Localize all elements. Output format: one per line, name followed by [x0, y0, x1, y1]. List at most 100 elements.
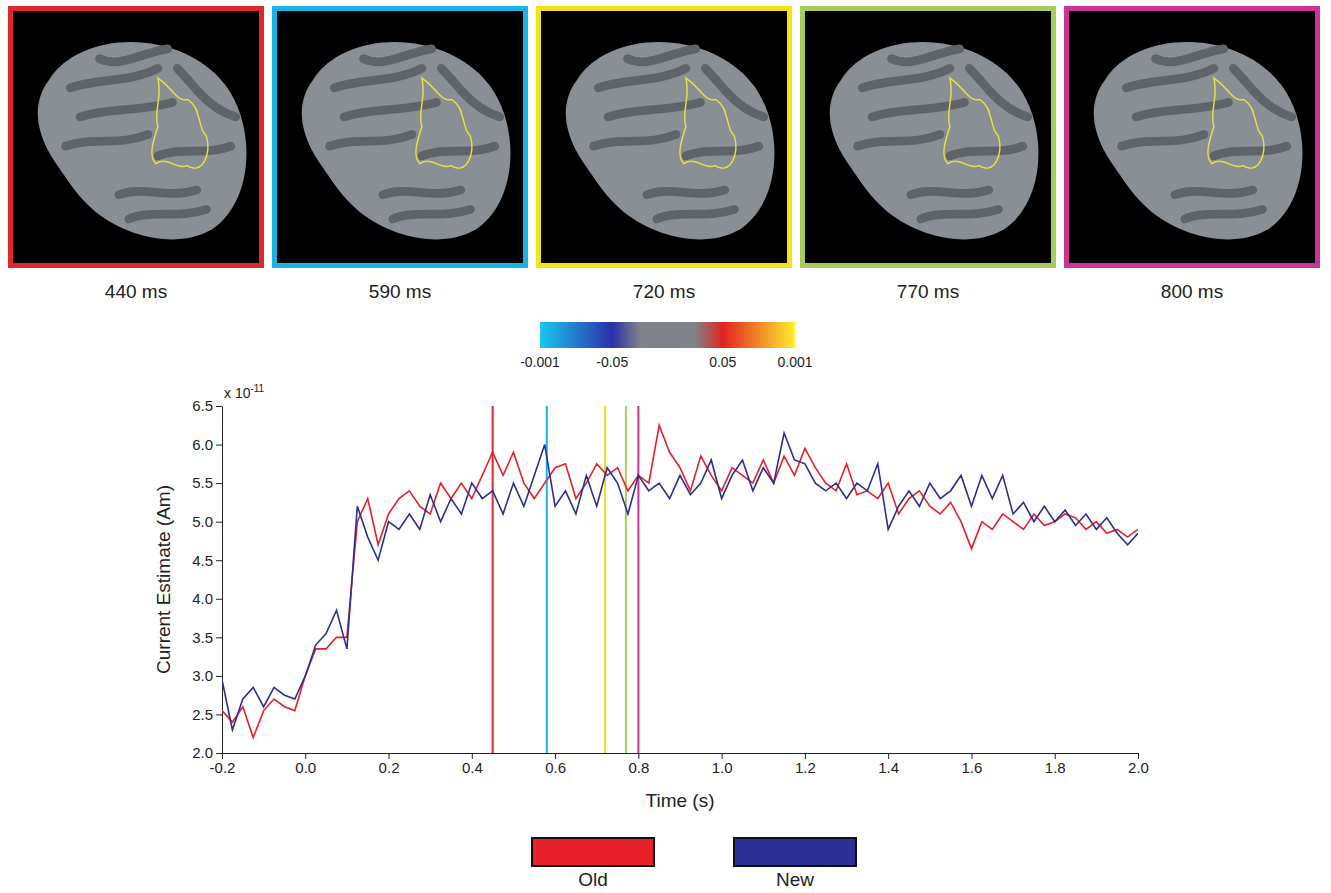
- legend-swatch: [734, 838, 856, 866]
- brain: [38, 42, 247, 239]
- sulcus: [921, 209, 999, 219]
- series-line: [222, 425, 1138, 737]
- brain-surface: [830, 42, 1039, 239]
- tick: 5.5: [192, 474, 222, 491]
- tick-label: 0.6: [545, 759, 566, 776]
- tick: 0.2: [379, 753, 400, 776]
- tick-label: 2.5: [192, 706, 213, 723]
- tick: 4.5: [192, 552, 222, 569]
- tick: 0.8: [628, 753, 649, 776]
- sulcus: [422, 146, 495, 156]
- tick: 1.2: [795, 753, 816, 776]
- colorbar-tick-label: 0.05: [709, 354, 736, 370]
- brain: [302, 42, 511, 239]
- region-outline: [152, 78, 208, 168]
- x-axis: -0.2 0.0 0.2 0.4 0.6 0.8 1.0 1.2 1.4 1.6 1.8 2.0: [210, 753, 1149, 776]
- tick-mark: [216, 445, 222, 446]
- tick: 1.4: [878, 753, 899, 776]
- panel-frame: [1067, 9, 1318, 266]
- tick-label: 2.0: [1128, 759, 1149, 776]
- brain-surface: [302, 42, 511, 239]
- colorbar-tick-label: -0.05: [596, 354, 628, 370]
- sulcus: [177, 68, 235, 117]
- brain-surface: [1094, 42, 1303, 239]
- plot-area: [222, 406, 1138, 753]
- tick-label: 5.5: [192, 474, 213, 491]
- tick-mark: [216, 406, 222, 407]
- tick-label: 5.0: [192, 513, 213, 530]
- brain-panel: [275, 9, 526, 266]
- tick-label: 0.2: [379, 759, 400, 776]
- brain: [566, 42, 775, 239]
- sulcus: [393, 209, 471, 219]
- time-marker: [604, 406, 606, 753]
- panel-label: 720 ms: [633, 281, 695, 302]
- tick-label: 3.0: [192, 667, 213, 684]
- sulcus: [80, 102, 172, 117]
- legend-label: New: [776, 869, 814, 890]
- tick-label: -0.2: [210, 759, 236, 776]
- colorbar-tick-label: 0.001: [777, 354, 812, 370]
- sulcus: [1214, 146, 1287, 156]
- sulcus: [862, 68, 950, 87]
- tick-mark: [216, 637, 222, 638]
- region-outline: [944, 78, 1000, 168]
- tick-mark: [216, 676, 222, 677]
- sulcus: [383, 190, 461, 195]
- sulcus: [1185, 209, 1263, 219]
- tick-label: 1.4: [878, 759, 899, 776]
- axis-line: [223, 753, 1139, 754]
- tick-label: 2.0: [192, 744, 213, 761]
- sulcus: [344, 102, 436, 117]
- sulcus: [119, 190, 197, 195]
- legend-label: Old: [578, 869, 608, 890]
- time-marker: [625, 406, 627, 753]
- region-outline: [1208, 78, 1264, 168]
- sulcus: [1126, 68, 1214, 87]
- colorbar: [540, 322, 795, 348]
- panel-label: 800 ms: [1161, 281, 1223, 302]
- sulcus: [65, 134, 148, 146]
- brain-surface: [566, 42, 775, 239]
- brain-panel: [803, 9, 1054, 266]
- tick: 0.0: [295, 753, 316, 776]
- tick-label: 0.0: [295, 759, 316, 776]
- y-multiplier-exponent: -11: [250, 383, 264, 394]
- tick: 0.4: [462, 753, 483, 776]
- sulcus: [892, 49, 960, 62]
- tick-mark: [216, 753, 222, 754]
- legend-swatch: [532, 838, 654, 866]
- sulcus: [857, 134, 940, 146]
- sulcus: [158, 146, 231, 156]
- panel-label: 440 ms: [105, 281, 167, 302]
- panel-frame: [275, 9, 526, 266]
- sulcus: [628, 49, 696, 62]
- sulcus: [911, 190, 989, 195]
- sulcus: [441, 68, 499, 117]
- tick-label: 6.0: [192, 436, 213, 453]
- tick: 5.0: [192, 513, 222, 530]
- tick: -0.2: [210, 753, 236, 776]
- sulcus: [1156, 49, 1224, 62]
- panel-label: 590 ms: [369, 281, 431, 302]
- panel-frame: [11, 9, 262, 266]
- sulcus: [647, 190, 725, 195]
- tick-label: 1.0: [712, 759, 733, 776]
- y-multiplier-base: x 10: [224, 385, 251, 401]
- tick: 1.6: [962, 753, 983, 776]
- tick-label: 4.0: [192, 590, 213, 607]
- y-multiplier: x 10-11: [224, 383, 265, 401]
- sulcus: [1233, 68, 1291, 117]
- tick: 2.0: [1128, 753, 1149, 776]
- tick-mark: [216, 522, 222, 523]
- brain: [830, 42, 1039, 239]
- panel-label: 770 ms: [897, 281, 959, 302]
- series-line: [222, 433, 1138, 730]
- sulcus: [1136, 102, 1228, 117]
- brain-panel: [539, 9, 790, 266]
- time-marker: [637, 406, 639, 753]
- y-axis-title: Current Estimate (Am): [153, 485, 174, 674]
- tick-label: 1.8: [1045, 759, 1066, 776]
- tick: 2.5: [192, 706, 222, 723]
- tick-label: 0.8: [628, 759, 649, 776]
